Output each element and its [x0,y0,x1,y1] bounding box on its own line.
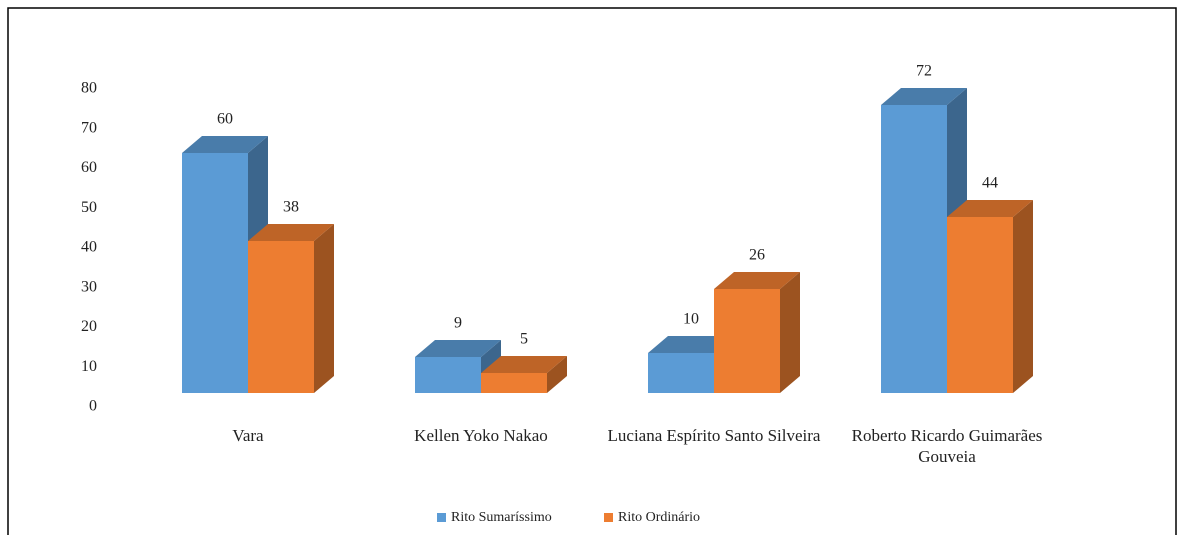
bar-top [182,136,268,153]
bar-front [714,289,780,393]
y-tick-label: 70 [81,119,97,136]
bar-top [648,336,734,353]
y-tick-label: 80 [81,80,97,97]
x-tick-label: Vara [232,426,264,445]
bar-side [780,272,800,393]
chart-border [7,7,1177,535]
bar-front [415,357,481,393]
y-tick-label: 10 [81,358,97,375]
x-tick-label-box: Roberto Ricardo Guimarães Gouveia [851,426,1043,466]
value-label: 60 [217,111,233,128]
value-label: 10 [683,311,699,328]
value-label: 72 [916,63,932,80]
y-tick-label: 50 [81,199,97,216]
value-label: 5 [520,331,528,348]
legend-label: Rito Ordinário [618,510,700,525]
bar-front [481,373,547,393]
y-tick-label: 60 [81,159,97,176]
bar-front [947,217,1013,393]
x-tick-label: Kellen Yoko Nakao [414,426,548,445]
x-tick-label-box: Luciana Espírito Santo Silveira [607,426,821,445]
x-tick-label: Luciana Espírito Santo Silveira [607,426,821,445]
bar-top [415,340,501,357]
bar-side [547,356,567,393]
bar-top [714,272,800,289]
y-tick-label: 0 [89,398,97,415]
legend-swatch [604,513,613,522]
bar [947,200,1033,393]
value-label: 26 [749,247,765,264]
value-label: 38 [283,199,299,216]
x-tick-label-box: Vara [232,426,264,445]
value-label: 44 [982,175,998,192]
bar-front [881,105,947,393]
value-label: 9 [454,315,462,332]
x-tick-label: Roberto Ricardo Guimarães Gouveia [851,426,1043,466]
bar-top [881,88,967,105]
bar-front [248,241,314,393]
y-tick-label: 30 [81,278,97,295]
legend-label: Rito Sumaríssimo [451,510,552,525]
legend-swatch [437,513,446,522]
bar-top [947,200,1033,217]
bar-side [314,224,334,393]
x-tick-label-box: Kellen Yoko Nakao [414,426,548,445]
bar [481,356,567,393]
bar-top [248,224,334,241]
bar [714,272,800,393]
bar-front [182,153,248,393]
bar-front [648,353,714,393]
bar-top [481,356,567,373]
bar-side [1013,200,1033,393]
bar [248,224,334,393]
y-tick-label: 20 [81,318,97,335]
y-tick-label: 40 [81,239,97,256]
